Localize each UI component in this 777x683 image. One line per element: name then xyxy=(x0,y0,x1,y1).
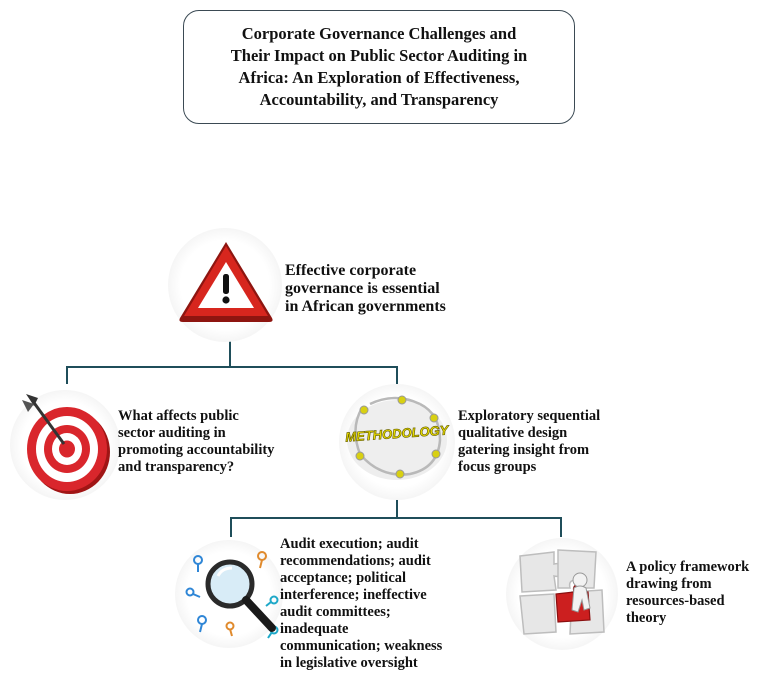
methodology-text: Exploratory sequential qualitative desig… xyxy=(458,408,601,475)
warning-icon xyxy=(179,242,273,322)
connector-to-findings xyxy=(230,517,232,537)
magnifier-keys-icon xyxy=(185,551,279,639)
connector-premise-down xyxy=(229,336,231,367)
connector-methodology-down xyxy=(396,496,398,518)
target-icon xyxy=(22,394,110,494)
diagram-title: Corporate Governance Challenges and Thei… xyxy=(230,24,528,109)
title-box: Corporate Governance Challenges and Thei… xyxy=(183,10,575,124)
connector-top-horizontal xyxy=(66,366,398,368)
premise-text: Effective corporate governance is essent… xyxy=(285,262,446,315)
puzzle-icon xyxy=(519,549,605,635)
connector-to-framework xyxy=(560,517,562,537)
question-text: What affects public sector auditing in p… xyxy=(118,408,275,475)
framework-text: A policy framework drawing from resource… xyxy=(626,559,750,626)
methodology-icon: METHODOLOGY xyxy=(344,395,451,480)
connector-to-methodology xyxy=(396,366,398,384)
findings-text: Audit execution; audit recommendations; … xyxy=(280,536,443,671)
connector-bottom-horizontal xyxy=(230,517,562,519)
connector-to-question xyxy=(66,366,68,384)
